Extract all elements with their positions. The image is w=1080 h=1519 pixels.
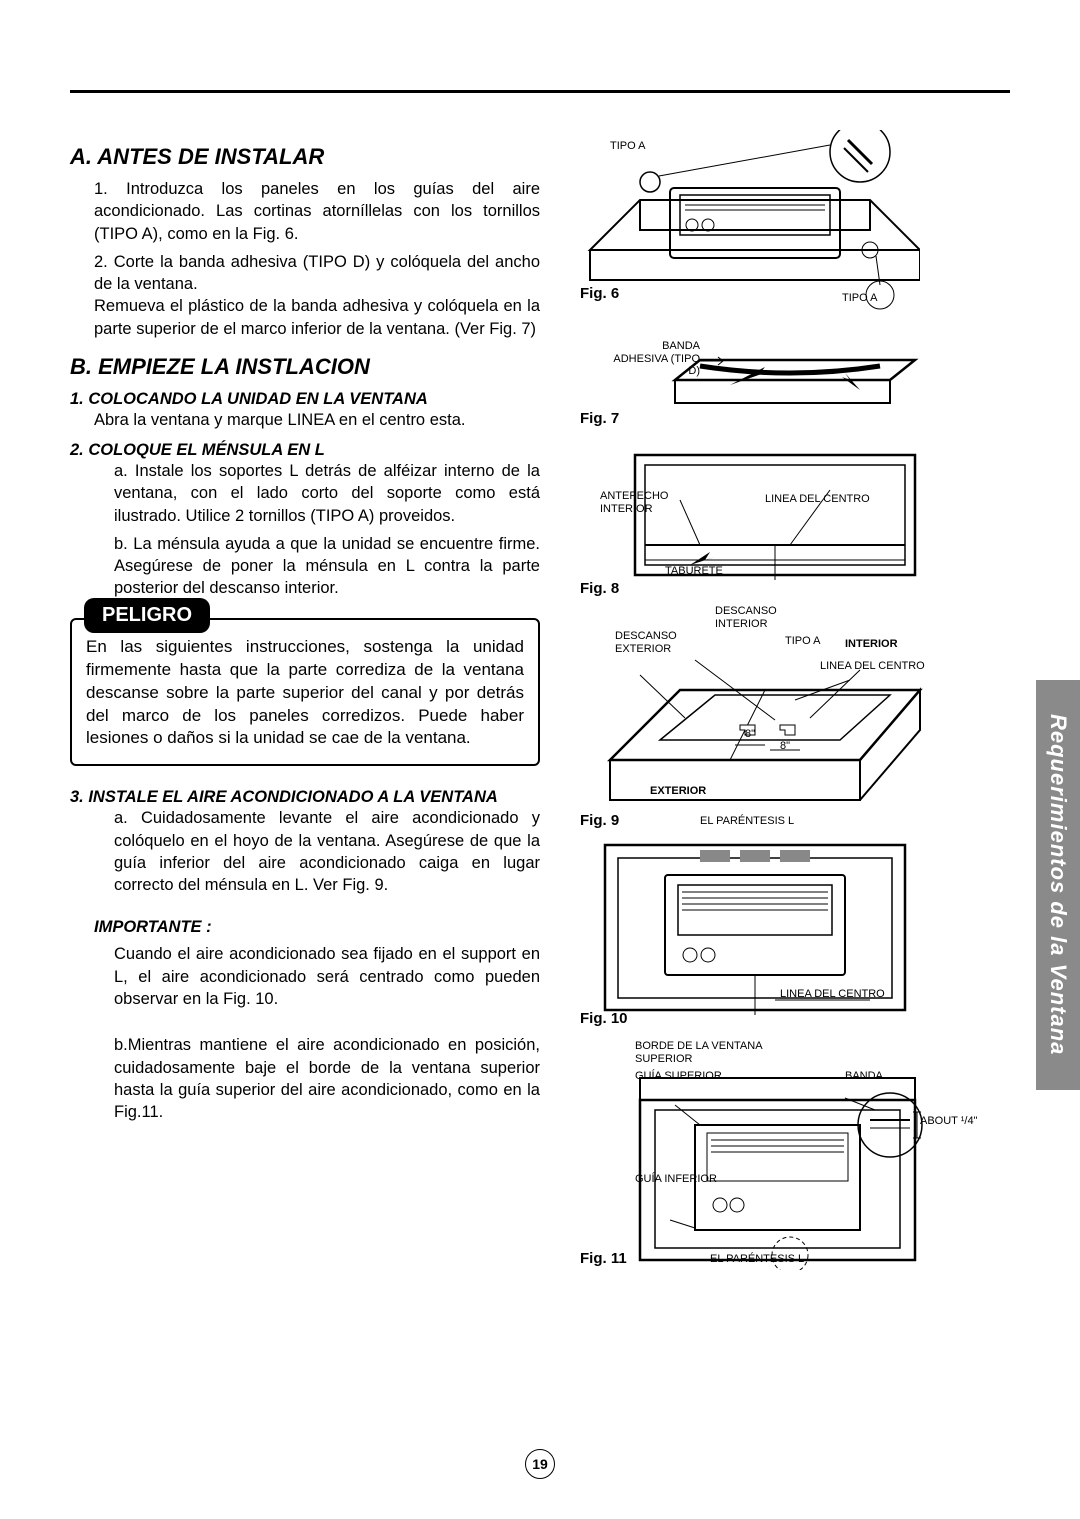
- importante-text: Cuando el aire acondicionado sea fijado …: [114, 943, 540, 1010]
- label-exterior: EXTERIOR: [650, 785, 706, 798]
- fig10-label: Fig. 10: [580, 1010, 628, 1027]
- label-interior: INTERIOR: [845, 638, 898, 651]
- label-about: ABOUT ¹/4": [920, 1115, 1000, 1128]
- fig8-label: Fig. 8: [580, 580, 619, 597]
- sub2-b: b. La ménsula ayuda a que la unidad se e…: [114, 533, 540, 600]
- importante-label: IMPORTANTE :: [94, 918, 540, 937]
- label-guia-inferior: GUÍA INFERIOR: [635, 1173, 717, 1186]
- label-borde-ventana: BORDE DE LA VENTANA SUPERIOR: [635, 1040, 795, 1065]
- fig7-arrow: [698, 355, 728, 367]
- label-tipo-a-top: TIPO A: [610, 140, 645, 153]
- section-b-title: B. EMPIEZE LA INSTLACION: [70, 354, 540, 380]
- sub3-b: b.Mientras mantiene el aire acondicionad…: [114, 1034, 540, 1123]
- label-antepecho: ANTEPECHO INTERIOR: [600, 490, 690, 515]
- left-column: A. ANTES DE INSTALAR 1. Introduzca los p…: [70, 130, 540, 1123]
- label-parentesis-l: EL PARÉNTESIS L: [700, 815, 794, 828]
- a-item-1: 1. Introduzca los paneles en los guías d…: [94, 178, 540, 245]
- sub1-text: Abra la ventana y marque LINEA en el cen…: [94, 409, 540, 431]
- label-eight-b: 8": [780, 740, 790, 753]
- fig7-label: Fig. 7: [580, 410, 619, 427]
- label-linea-centro-2: LINEA DEL CENTRO: [820, 660, 925, 673]
- fig6-label: Fig. 6: [580, 285, 619, 302]
- sub3-a: a. Cuidadosamente levante el aire acondi…: [114, 807, 540, 896]
- page-number: 19: [525, 1449, 555, 1479]
- label-eight-a: 8": [745, 728, 755, 741]
- label-linea-centro-3: LINEA DEL CENTRO: [780, 988, 885, 1001]
- section-a-title: A. ANTES DE INSTALAR: [70, 144, 540, 170]
- fig7-diagram: [670, 325, 920, 425]
- label-descanso-ext: DESCANSO EXTERIOR: [615, 630, 695, 655]
- a-item-2b: Remueva el plástico de la banda adhesiva…: [94, 295, 540, 340]
- right-column: TIPO A TIPO A Fig. 6 BANDA ADHESIVA (TIP…: [570, 130, 1010, 1123]
- main-content: A. ANTES DE INSTALAR 1. Introduzca los p…: [70, 130, 1010, 1123]
- label-tipo-a-bottom: TIPO A: [842, 292, 877, 305]
- fig6-diagram: [580, 130, 920, 310]
- top-rule: [70, 90, 1010, 93]
- sub2-title: 2. COLOQUE EL MÉNSULA EN L: [70, 441, 540, 460]
- label-parentesis-l-2: EL PARÉNTESIS L: [710, 1253, 804, 1266]
- sub3-title: 3. INSTALE EL AIRE ACONDICIONADO A LA VE…: [70, 788, 540, 807]
- label-tipo-a-fig9: TIPO A: [785, 635, 820, 648]
- label-descanso-int: DESCANSO INTERIOR: [715, 605, 795, 630]
- label-banda: BANDA: [845, 1070, 883, 1083]
- fig11-diagram: [635, 1070, 935, 1270]
- side-tab: Requerimientos de la Ventana: [1036, 680, 1080, 1090]
- peligro-text: En las siguientes instrucciones, sosteng…: [86, 636, 524, 751]
- fig11-label: Fig. 11: [580, 1250, 627, 1267]
- peligro-box: PELIGRO En las siguientes instrucciones,…: [70, 618, 540, 767]
- sub2-a: a. Instale los soportes L detrás de alfé…: [114, 460, 540, 527]
- peligro-label: PELIGRO: [84, 598, 210, 633]
- label-guia-superior: GUÍA SUPERIOR: [635, 1070, 722, 1083]
- label-linea-centro: LINEA DEL CENTRO: [765, 493, 870, 506]
- a-item-2a: 2. Corte la banda adhesiva (TIPO D) y co…: [94, 251, 540, 296]
- fig9-label: Fig. 9: [580, 812, 619, 829]
- sub1-title: 1. COLOCANDO LA UNIDAD EN LA VENTANA: [70, 390, 540, 409]
- label-taburete: TABURETE: [665, 565, 723, 578]
- label-banda-adhesiva: BANDA ADHESIVA (TIPO D): [610, 340, 700, 378]
